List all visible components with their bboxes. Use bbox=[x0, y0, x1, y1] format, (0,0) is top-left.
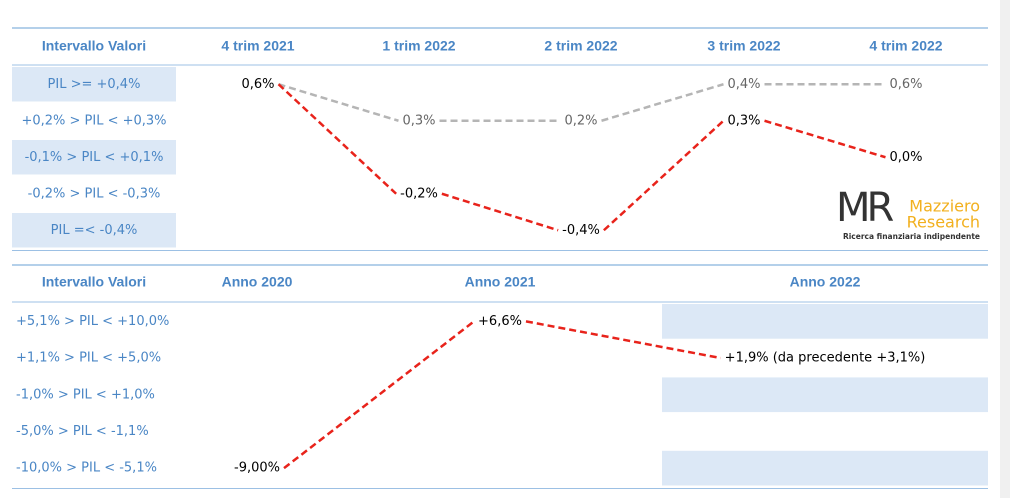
value-label: +6,6% bbox=[478, 314, 522, 329]
column-header: 1 trim 2022 bbox=[382, 38, 455, 54]
cell-shade bbox=[12, 213, 176, 248]
value-label: 0,3% bbox=[727, 113, 760, 128]
connector bbox=[601, 83, 724, 122]
connector bbox=[283, 320, 475, 470]
value-label: -0,4% bbox=[562, 223, 600, 238]
value-label: 0,6% bbox=[241, 77, 274, 92]
column-header: Intervallo Valori bbox=[42, 38, 146, 54]
row-label: -10,0% > PIL < -5,1% bbox=[16, 461, 157, 476]
connector bbox=[278, 83, 399, 122]
cell-shade bbox=[662, 450, 988, 486]
connector bbox=[441, 192, 559, 232]
cell-shade bbox=[12, 67, 176, 102]
value-label: +1,9% (da precedente +3,1%) bbox=[725, 351, 926, 366]
logo-tagline: Ricerca finanziaria indipendente bbox=[843, 232, 980, 241]
column-header: 2 trim 2022 bbox=[544, 38, 617, 54]
column-header: Anno 2022 bbox=[790, 274, 861, 290]
column-header: 4 trim 2022 bbox=[869, 38, 942, 54]
cell-shade bbox=[662, 304, 988, 339]
cell-shade bbox=[662, 377, 988, 413]
column-header: Intervallo Valori bbox=[42, 274, 146, 290]
value-label: -9,00% bbox=[234, 461, 280, 476]
row-label: -0,1% > PIL < +0,1% bbox=[25, 150, 164, 165]
column-header: Anno 2021 bbox=[465, 274, 536, 290]
logo-name: Research bbox=[907, 213, 980, 232]
row-label: -0,2% > PIL < -0,3% bbox=[28, 186, 161, 201]
column-header: Anno 2020 bbox=[222, 274, 293, 290]
connector bbox=[603, 119, 725, 232]
row-label: +1,1% > PIL < +5,0% bbox=[16, 351, 161, 366]
row-label: PIL =< -0,4% bbox=[51, 223, 138, 238]
connector bbox=[525, 320, 721, 360]
row-label: +0,2% > PIL < +0,3% bbox=[21, 113, 166, 128]
connector bbox=[277, 83, 397, 195]
logo-name: Mazziero bbox=[909, 197, 980, 216]
cell-shade bbox=[12, 140, 176, 175]
row-label: -1,0% > PIL < +1,0% bbox=[16, 387, 155, 402]
column-header: 4 trim 2021 bbox=[221, 38, 294, 54]
row-label: +5,1% > PIL < +10,0% bbox=[16, 314, 169, 329]
value-label: 0,2% bbox=[564, 113, 597, 128]
value-label: 0,3% bbox=[402, 113, 435, 128]
logo: MR Mazziero Research Ricerca finanziaria… bbox=[836, 185, 980, 241]
scrollbar bbox=[1000, 0, 1010, 498]
value-label: 0,4% bbox=[727, 77, 760, 92]
connector bbox=[764, 119, 886, 159]
column-header: 3 trim 2022 bbox=[707, 38, 780, 54]
value-label: -0,2% bbox=[400, 186, 438, 201]
value-label: 0,0% bbox=[889, 150, 922, 165]
value-label: 0,6% bbox=[889, 77, 922, 92]
row-label: PIL >= +0,4% bbox=[48, 77, 141, 92]
logo-mark: MR bbox=[836, 185, 894, 231]
row-label: -5,0% > PIL < -1,1% bbox=[16, 424, 149, 439]
